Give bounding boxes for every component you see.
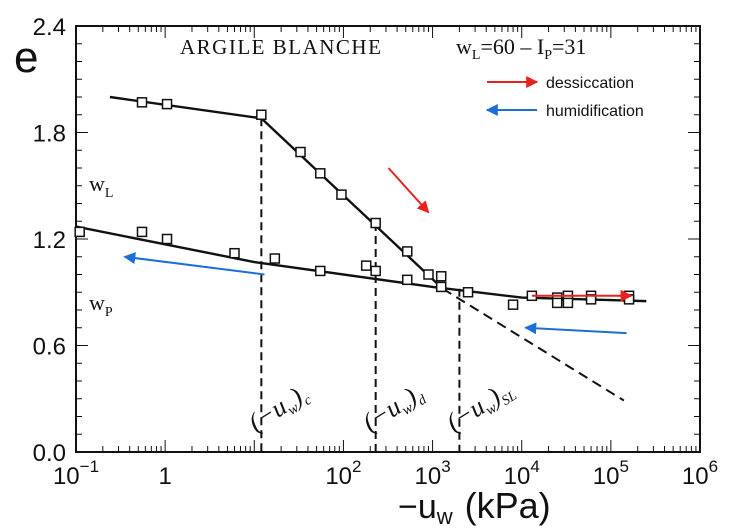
x-tick-label: 103 [414,457,450,490]
curve-label: wP [89,290,113,320]
data-point [370,265,381,277]
y-tick-label: 2.4 [33,14,66,41]
fit-lines [75,95,647,402]
threshold-label: (−uw)SL [441,374,520,440]
y-tick-label: 0.0 [33,440,66,467]
data-point [435,281,447,293]
data-point [370,217,381,229]
data-point [551,297,563,309]
y-tick-label: 1.2 [33,227,66,254]
annotation-arrow [524,322,627,335]
y-tick-label: 0.6 [33,334,66,361]
y-tick-label: 1.8 [33,121,66,148]
data-point [74,226,85,238]
x-tick-label: 102 [325,457,361,490]
data-point [315,265,326,277]
svg-text:wL=60 – IP=31: wL=60 – IP=31 [456,34,586,63]
data-point [161,233,173,245]
data-point [402,246,413,257]
curve-labels: wL wP [89,171,113,320]
data-point [462,287,474,298]
data-point [562,297,574,309]
x-tick-label: 10−1 [53,457,99,490]
data-point [360,260,372,271]
threshold-label: (−uw)c [243,378,315,440]
legend-label: humidification [546,103,644,120]
legend-label: dessiccation [546,75,634,92]
x-tick-label: 105 [593,457,629,490]
x-tick-label: 106 [682,457,718,490]
x-tick-label: 104 [504,457,540,490]
threshold-label: (−uw)d [357,378,430,440]
sl-extension-line [442,287,625,402]
data-point [136,226,148,238]
y-tick-labels: 0.0 0.6 1.2 1.8 2.4 [33,14,66,467]
data-point [229,247,240,259]
annotation-arrow [123,252,265,276]
legend: dessiccation humidification [485,75,644,120]
data-point [136,97,148,108]
y-axis-label: e [14,33,38,82]
data-point [161,98,173,110]
data-points [74,97,635,310]
x-axis-label: −uw (kPa) [398,485,551,528]
chart-subtitle: wL=60 – IP=31 [456,34,586,63]
data-point [295,146,306,158]
data-point [402,274,413,286]
x-tick-label: 1 [158,463,171,490]
data-point [435,271,447,282]
svg-text:−uw(kPa): −uw (kPa) [398,485,551,528]
chart-title: ARGILE BLANCHE [180,35,382,59]
data-point [423,269,434,280]
axis-ticks [75,25,700,453]
annotation-arrow [387,167,430,214]
threshold-lines: (−uw)c (−uw)d (−uw)SL [243,118,520,452]
data-point [336,189,347,200]
data-point [315,168,326,179]
curve-label: wL [89,171,113,201]
data-point [507,299,519,310]
x-tick-labels: 10−1 1 102 103 104 105 106 [53,457,718,490]
data-point [256,109,267,120]
data-point [269,253,281,264]
annotation-arrows [123,167,633,335]
